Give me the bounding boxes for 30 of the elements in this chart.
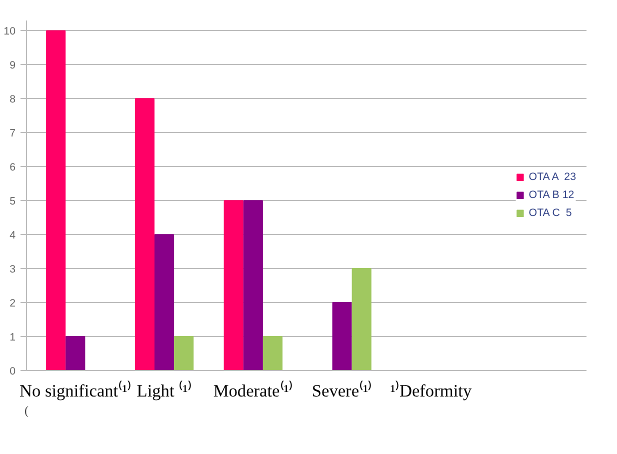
x-tick-label: ¹⁾Deformity	[390, 380, 472, 400]
y-tick-label: 6	[10, 162, 16, 174]
bar	[174, 336, 194, 370]
legend-label: OTA B 12	[528, 189, 574, 201]
legend-label: OTA C 5	[528, 207, 572, 219]
bar	[332, 302, 352, 370]
y-tick-label: 1	[10, 332, 16, 344]
x-tick-label: Severe⁽¹⁾	[312, 380, 372, 400]
x-tick-label: Light ⁽¹⁾	[136, 380, 192, 400]
bar	[154, 234, 174, 370]
y-tick-label: 10	[4, 26, 16, 38]
bar	[134, 98, 155, 370]
legend-label: OTA A 23	[528, 171, 576, 183]
y-tick-label: 8	[10, 94, 16, 106]
bar	[66, 336, 86, 370]
x-tick-label: No significant⁽¹⁾	[19, 380, 132, 400]
y-tick-label: 3	[10, 264, 16, 276]
y-tick-label: 0	[10, 366, 16, 378]
y-tick-label: 9	[10, 60, 16, 72]
x-tick-label: Moderate⁽¹⁾	[213, 380, 293, 400]
bar	[224, 200, 244, 370]
text: (	[24, 404, 28, 418]
bar	[243, 200, 263, 370]
bar	[262, 336, 283, 370]
y-tick-label: 2	[10, 298, 16, 310]
y-tick-label: 7	[10, 128, 16, 140]
y-tick-label: 5	[10, 196, 16, 208]
bar	[352, 268, 372, 370]
bar	[46, 30, 66, 370]
y-tick-label: 4	[10, 230, 16, 242]
